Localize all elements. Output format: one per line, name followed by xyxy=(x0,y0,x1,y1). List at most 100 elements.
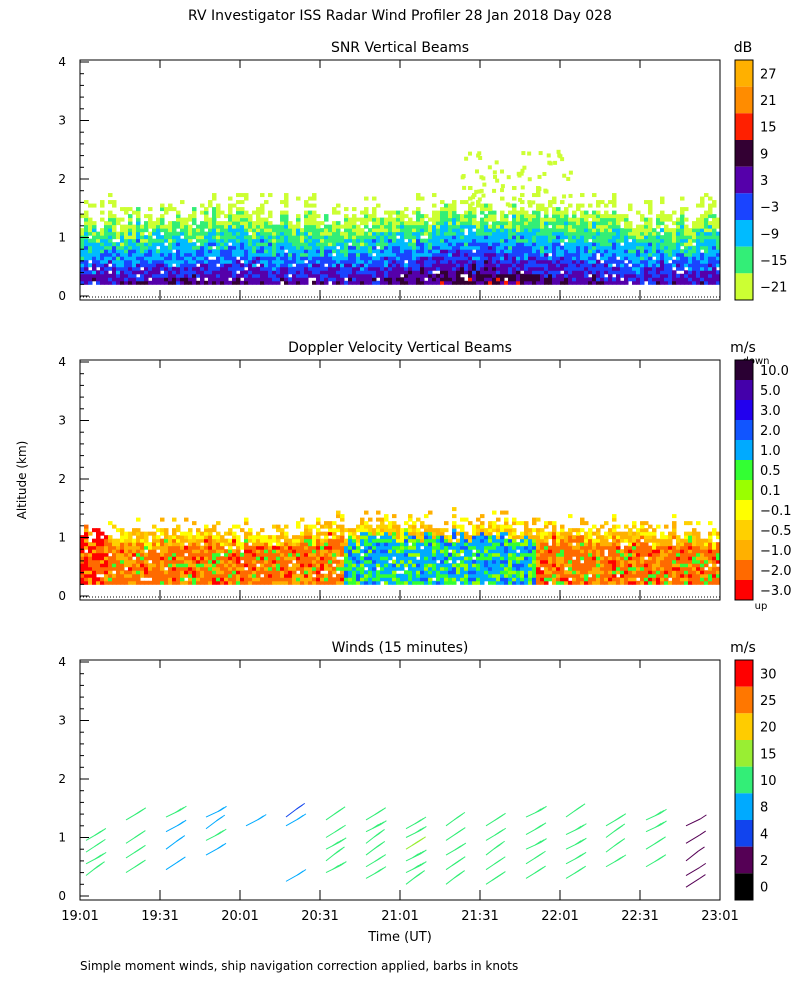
snr-cell xyxy=(716,238,720,243)
doppler-cell xyxy=(136,566,141,571)
snr-cell xyxy=(128,235,133,240)
snr-cell xyxy=(412,235,417,240)
snr-cell xyxy=(676,242,681,247)
snr-cell xyxy=(516,252,521,257)
doppler-cell xyxy=(348,552,353,557)
doppler-cell xyxy=(156,542,161,547)
snr-cell xyxy=(104,238,109,243)
snr-cell xyxy=(444,249,449,254)
snr-cell xyxy=(228,231,233,236)
snr-cell xyxy=(236,210,241,215)
snr-cell xyxy=(684,235,689,240)
colorbar-swatch xyxy=(735,220,753,247)
colorbar-label: −15 xyxy=(760,254,787,269)
snr-cell xyxy=(292,224,297,229)
snr-cell xyxy=(572,242,577,247)
snr-cell xyxy=(556,228,561,233)
doppler-cell xyxy=(452,535,457,540)
snr-cell xyxy=(296,280,301,285)
snr-cell xyxy=(716,277,720,282)
doppler-cell xyxy=(308,531,313,536)
snr-cell xyxy=(332,263,337,268)
doppler-cell xyxy=(208,535,213,540)
snr-cell xyxy=(232,266,237,271)
snr-cell xyxy=(580,270,585,275)
snr-cell xyxy=(468,273,473,278)
doppler-cell xyxy=(200,538,205,543)
snr-cell xyxy=(664,231,669,236)
snr-cell xyxy=(508,252,513,257)
snr-cell xyxy=(108,273,113,278)
snr-cell xyxy=(392,235,397,240)
snr-cell xyxy=(132,238,137,243)
snr-cell xyxy=(624,263,629,268)
snr-cell xyxy=(612,221,617,226)
snr-cell xyxy=(460,280,465,285)
snr-cell xyxy=(220,280,225,285)
snr-cell xyxy=(376,224,381,229)
snr-cell xyxy=(676,249,681,254)
snr-cell xyxy=(592,214,597,219)
snr-cell xyxy=(224,249,229,254)
snr-cell xyxy=(468,252,473,257)
snr-cell xyxy=(700,228,705,233)
doppler-cell xyxy=(148,580,153,585)
snr-cell xyxy=(316,270,321,275)
snr-cell xyxy=(400,280,405,285)
snr-cell xyxy=(356,224,361,229)
doppler-cell xyxy=(168,559,173,564)
snr-cell xyxy=(252,259,257,264)
snr-cell xyxy=(692,235,697,240)
snr-cell xyxy=(472,242,477,247)
doppler-cell xyxy=(308,573,313,578)
snr-cell xyxy=(660,228,665,233)
doppler-cell xyxy=(268,563,273,568)
doppler-cell xyxy=(356,524,361,529)
snr-cell xyxy=(264,242,269,247)
y-tick-label: 2 xyxy=(58,172,66,186)
snr-cell xyxy=(580,238,585,243)
snr-cell xyxy=(572,210,577,215)
snr-cell xyxy=(364,263,369,268)
snr-cell xyxy=(256,235,261,240)
doppler-cell xyxy=(404,531,409,536)
snr-cell xyxy=(228,214,233,219)
snr-cell xyxy=(100,228,105,233)
doppler-cell xyxy=(168,556,173,561)
doppler-cell xyxy=(136,535,141,540)
doppler-cell xyxy=(128,531,133,536)
doppler-cell xyxy=(192,538,197,543)
snr-cell xyxy=(176,242,181,247)
snr-cell xyxy=(272,245,277,250)
snr-cell xyxy=(552,273,557,278)
snr-cell xyxy=(516,221,521,226)
snr-cell xyxy=(484,277,489,282)
snr-cell xyxy=(452,266,457,271)
snr-cell xyxy=(412,231,417,236)
snr-cell xyxy=(324,259,329,264)
snr-cell xyxy=(504,256,509,261)
snr-cell xyxy=(400,259,405,264)
doppler-cell xyxy=(132,577,137,582)
snr-cell xyxy=(316,256,321,261)
snr-cell xyxy=(140,228,145,233)
snr-cell xyxy=(84,214,89,219)
snr-cell xyxy=(260,259,265,264)
snr-cell xyxy=(696,249,701,254)
doppler-cell xyxy=(120,545,125,550)
snr-cell xyxy=(416,238,421,243)
snr-cell xyxy=(536,270,541,275)
doppler-cell xyxy=(452,559,457,564)
doppler-cell xyxy=(312,559,317,564)
snr-cell xyxy=(476,266,481,271)
snr-cell xyxy=(712,221,717,226)
snr-cell xyxy=(264,252,269,257)
snr-cell xyxy=(236,242,241,247)
snr-cell xyxy=(624,238,629,243)
doppler-cell xyxy=(188,542,193,547)
snr-cell xyxy=(204,224,209,229)
doppler-cell xyxy=(428,510,433,515)
doppler-cell xyxy=(424,552,429,557)
snr-cell xyxy=(716,259,720,264)
doppler-cell xyxy=(80,563,85,568)
